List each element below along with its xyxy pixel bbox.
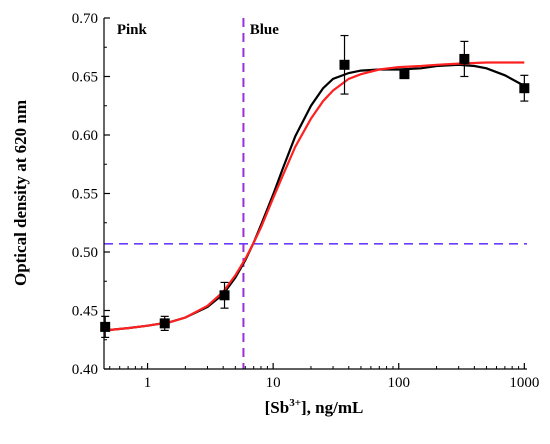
region-labels: Pink Blue (117, 22, 279, 38)
y-tick-label: 0.55 (72, 187, 98, 203)
x-tick-label: 10 (266, 375, 281, 391)
x-tick-label: 1000 (509, 375, 539, 391)
x-axis-title: [Sb3+], ng/mL (265, 397, 364, 417)
y-tick-label: 0.45 (72, 304, 98, 320)
x-tick-label: 1 (144, 375, 152, 391)
data-point (339, 59, 350, 70)
data-point (459, 53, 470, 64)
fit-curve-1 (105, 63, 525, 332)
y-tick-label: 0.50 (72, 245, 98, 261)
x-axis-title-main: [Sb (265, 398, 290, 417)
region-label: Pink (117, 22, 148, 38)
guide-lines (104, 18, 527, 369)
x-axis-title-rest: ], ng/mL (301, 398, 363, 417)
fit-curves (105, 61, 525, 332)
data-point (159, 318, 170, 329)
data-point (100, 321, 111, 332)
fit-curve-2 (105, 61, 525, 332)
y-axis-title: Optical density at 620 nm (11, 100, 30, 286)
x-tick-label: 100 (387, 375, 410, 391)
y-tick-label: 0.40 (72, 362, 98, 378)
data-point (219, 290, 230, 301)
data-point (399, 69, 410, 80)
y-tick-label: 0.60 (72, 128, 98, 144)
data-point (519, 83, 530, 94)
tick-labels: 0.40 0.45 0.50 0.55 0.60 0.65 0.70 1 10 100 1000 (72, 11, 540, 391)
region-label: Blue (250, 22, 280, 38)
y-tick-label: 0.65 (72, 70, 98, 86)
axes (103, 17, 527, 370)
y-tick-label: 0.70 (72, 11, 98, 27)
x-axis-title-sup: 3+ (289, 397, 301, 409)
data-points (100, 34, 530, 339)
